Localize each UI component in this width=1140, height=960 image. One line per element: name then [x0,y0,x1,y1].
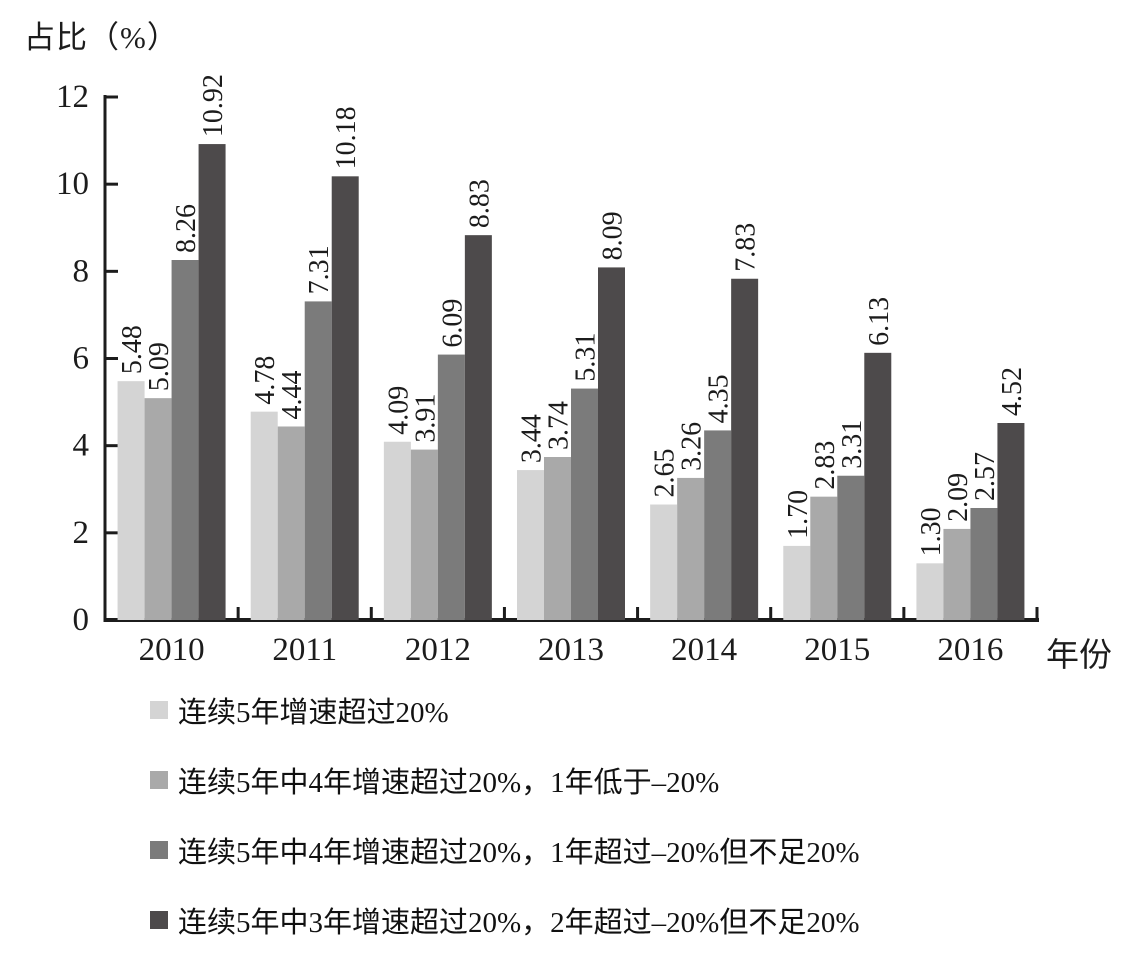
bar [277,426,305,620]
bar-value-label: 4.09 [383,386,414,435]
bar [410,449,438,620]
bar-value-label: 6.09 [437,299,468,348]
bar [198,144,226,620]
bar-value-label: 3.31 [837,420,868,469]
bar [171,260,199,620]
bar-value-label: 6.13 [864,297,895,346]
x-category-label: 2014 [671,632,737,668]
x-category-label: 2011 [272,632,337,668]
x-category-label: 2015 [804,632,870,668]
legend-item: 连续5年中4年增速超过20%，1年低于–20% [150,758,859,802]
bar-value-label: 4.52 [997,367,1028,416]
bar [250,411,278,620]
bar [598,267,625,620]
plot-svg: 0 2 4 6 8 10 12 5.485.09 8.26 10.92 2010 4.784.44 7.… [56,74,1039,668]
y-axis-title: 占比（%） [24,20,179,55]
legend-label-series4: 连续5年中3年增速超过20%，2年超过–20%但不足20% [178,907,860,939]
bar [650,504,678,620]
bar [544,456,571,620]
x-category-label: 2013 [538,632,604,668]
bar-value-label: 1.30 [916,507,947,556]
x-category-label: 2012 [405,632,471,668]
legend-swatch-series1 [150,701,168,719]
bar [704,430,732,620]
bar-value-label: 4.35 [704,374,735,423]
bar [810,496,838,620]
bar-value-label: 8.09 [598,211,629,260]
bar [997,423,1025,620]
bar-value-label: 2.09 [943,473,974,522]
bar [464,235,492,620]
bar [837,475,865,620]
bar-value-label: 2.83 [810,441,841,490]
bar-value-label: 2.65 [650,449,681,498]
bar-value-label: 4.78 [250,356,281,405]
bar-value-label: 5.48 [117,325,148,374]
y-tick-label: 4 [73,428,90,464]
plot-area: 0 2 4 6 8 10 12 5.485.09 8.26 10.92 2010 4.784.44 7.… [56,74,1039,668]
bar-value-label: 2.57 [970,452,1001,501]
bar-value-label: 7.31 [304,245,335,294]
bar-value-label: 10.18 [331,106,362,169]
bar [783,545,811,620]
x-category-label: 2010 [139,632,205,668]
y-tick-label: 6 [73,341,90,377]
bar-value-label: 7.83 [731,223,762,272]
bar [331,176,359,621]
legend-item: 连续5年中4年增速超过20%，1年超过–20%但不足20% [150,828,859,872]
bar [916,563,944,620]
legend-label-series3: 连续5年中4年增速超过20%，1年超过–20%但不足20% [178,837,860,869]
legend-swatch-series3 [150,841,168,859]
bar [517,470,544,620]
bar-value-label: 5.09 [144,342,175,391]
legend-item: 连续5年增速超过20% [150,688,859,732]
y-tick-label: 10 [56,166,89,202]
legend-swatch-series2 [150,771,168,789]
y-tick-label: 12 [56,79,89,115]
bar [677,477,705,620]
bar-value-label: 8.26 [171,204,202,253]
legend: 连续5年增速超过20% 连续5年中4年增速超过20%，1年低于–20% 连续5年… [150,688,859,960]
bar-value-label: 3.26 [677,422,708,471]
bar [731,278,759,620]
bar [864,352,892,620]
bar-value-label: 3.74 [544,401,575,450]
bar [117,381,145,620]
bar [571,388,598,620]
bar-value-label: 4.44 [277,370,308,419]
y-tick-label: 0 [73,602,90,638]
legend-label-series1: 连续5年增速超过20% [178,697,449,729]
y-tick-label: 8 [73,253,90,289]
bar [970,507,998,620]
x-category-label: 2016 [937,632,1003,668]
bar [383,441,411,620]
bar [943,528,971,620]
y-tick-label: 2 [73,515,90,551]
bar-value-label: 8.83 [464,179,495,228]
legend-swatch-series4 [150,911,168,929]
bar-value-label: 3.91 [410,394,441,443]
bar [437,354,465,620]
bar-value-label: 10.92 [198,74,229,137]
bar-value-label: 5.31 [571,333,602,382]
bar [304,301,332,620]
legend-item: 连续5年中3年增速超过20%，2年超过–20%但不足20% [150,898,859,942]
legend-label-series2: 连续5年中4年增速超过20%，1年低于–20% [178,767,720,799]
bar-value-label: 1.70 [783,490,814,539]
bar-value-label: 3.44 [517,414,548,463]
x-axis-title: 年份 [1046,638,1112,674]
bar [144,398,172,620]
